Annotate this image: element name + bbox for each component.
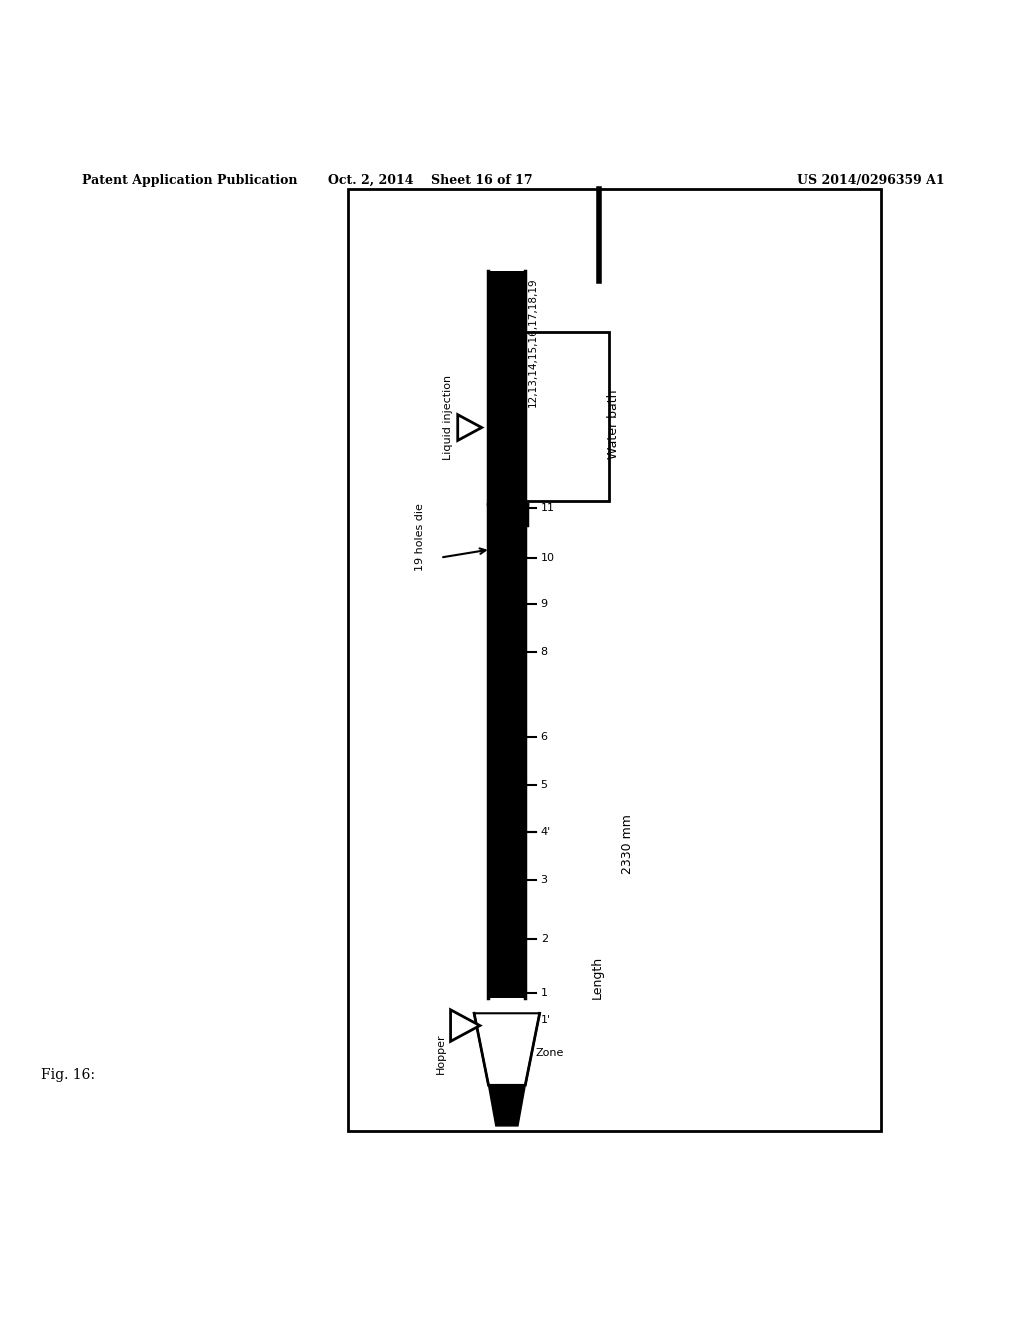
Text: Length: Length (591, 956, 603, 999)
Bar (488, 271, 525, 998)
Text: 10: 10 (541, 553, 555, 562)
Polygon shape (458, 414, 481, 441)
Polygon shape (474, 1014, 540, 1085)
Text: Zone: Zone (536, 1048, 564, 1059)
Text: 9: 9 (541, 599, 548, 609)
Polygon shape (451, 1010, 480, 1041)
Text: 6: 6 (541, 731, 548, 742)
Text: US 2014/0296359 A1: US 2014/0296359 A1 (797, 174, 944, 186)
Text: Oct. 2, 2014    Sheet 16 of 17: Oct. 2, 2014 Sheet 16 of 17 (328, 174, 532, 186)
Text: 19 holes die: 19 holes die (415, 503, 425, 572)
Text: 8: 8 (541, 647, 548, 657)
Text: 5: 5 (541, 780, 548, 789)
Text: 2: 2 (541, 933, 548, 944)
Text: Liquid injection: Liquid injection (442, 375, 453, 459)
Text: Fig. 16:: Fig. 16: (41, 1068, 95, 1081)
Text: 11: 11 (541, 503, 555, 513)
Text: 1': 1' (541, 1015, 551, 1026)
Text: Water bath: Water bath (607, 389, 621, 459)
Text: Hopper: Hopper (435, 1034, 445, 1074)
Text: 3: 3 (541, 875, 548, 886)
Bar (522, 333, 609, 502)
Text: 1: 1 (541, 987, 548, 998)
Text: Patent Application Publication: Patent Application Publication (82, 174, 297, 186)
Polygon shape (488, 1085, 525, 1126)
Text: 4': 4' (541, 828, 551, 837)
Bar (348, 189, 881, 1131)
Text: 12,13,14,15,16,17,18,19: 12,13,14,15,16,17,18,19 (527, 277, 538, 408)
Text: 2330 mm: 2330 mm (622, 814, 634, 874)
